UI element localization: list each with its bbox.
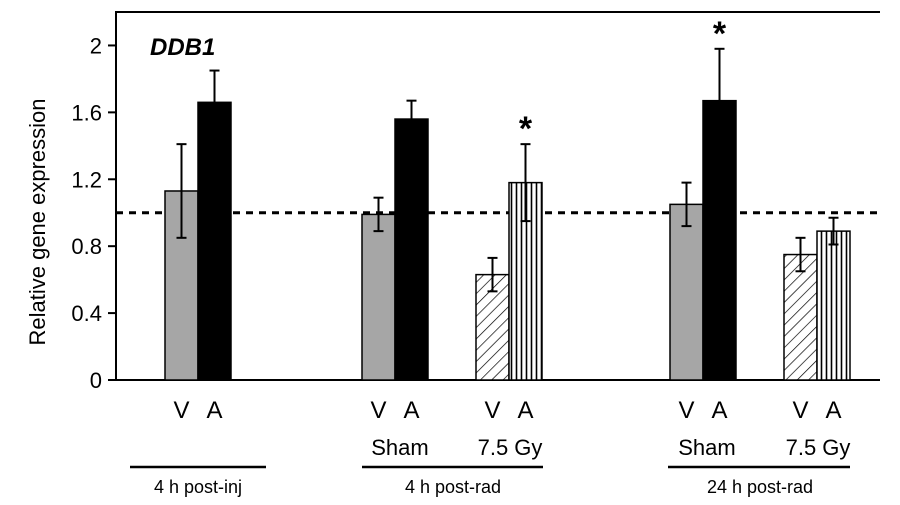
bar (669, 203, 704, 381)
chart-title: DDB1 (150, 34, 215, 61)
bar-letter-label: V (484, 397, 500, 424)
bar (783, 253, 818, 381)
y-tick-label: 1.6 (71, 100, 102, 125)
y-tick-label: 0 (90, 368, 102, 393)
bar-letter-label: V (173, 397, 189, 424)
y-axis-label: Relative gene expression (25, 98, 50, 345)
y-tick-label: 2 (90, 33, 102, 58)
group-label: 24 h post-rad (707, 477, 813, 497)
group-label: 4 h post-rad (405, 477, 501, 497)
bar-letter-label: A (711, 397, 727, 424)
bar (361, 213, 396, 381)
bar-letter-label: V (370, 397, 386, 424)
y-tick-label: 0.8 (71, 234, 102, 259)
treatment-label: Sham (371, 435, 428, 460)
bar-letter-label: A (825, 397, 841, 424)
y-tick-label: 0.4 (71, 301, 102, 326)
bar-letter-label: A (517, 397, 533, 424)
y-tick-label: 1.2 (71, 167, 102, 192)
bar (394, 118, 429, 381)
treatment-label: 7.5 Gy (478, 435, 543, 460)
bars-layer: ** (164, 15, 851, 381)
bar (197, 101, 232, 381)
bar-letter-label: A (206, 397, 222, 424)
treatment-label: 7.5 Gy (786, 435, 851, 460)
bar-letter-label: A (403, 397, 419, 424)
significance-star: * (519, 110, 533, 148)
treatment-label: Sham (678, 435, 735, 460)
y-ticks-layer: 0 0.4 0.8 1.2 1.6 2 (71, 33, 116, 393)
bar (816, 230, 851, 381)
significance-star: * (713, 15, 727, 53)
group-label: 4 h post-inj (154, 477, 242, 497)
bar-letter-label: V (678, 397, 694, 424)
bar-letter-label: V (792, 397, 808, 424)
